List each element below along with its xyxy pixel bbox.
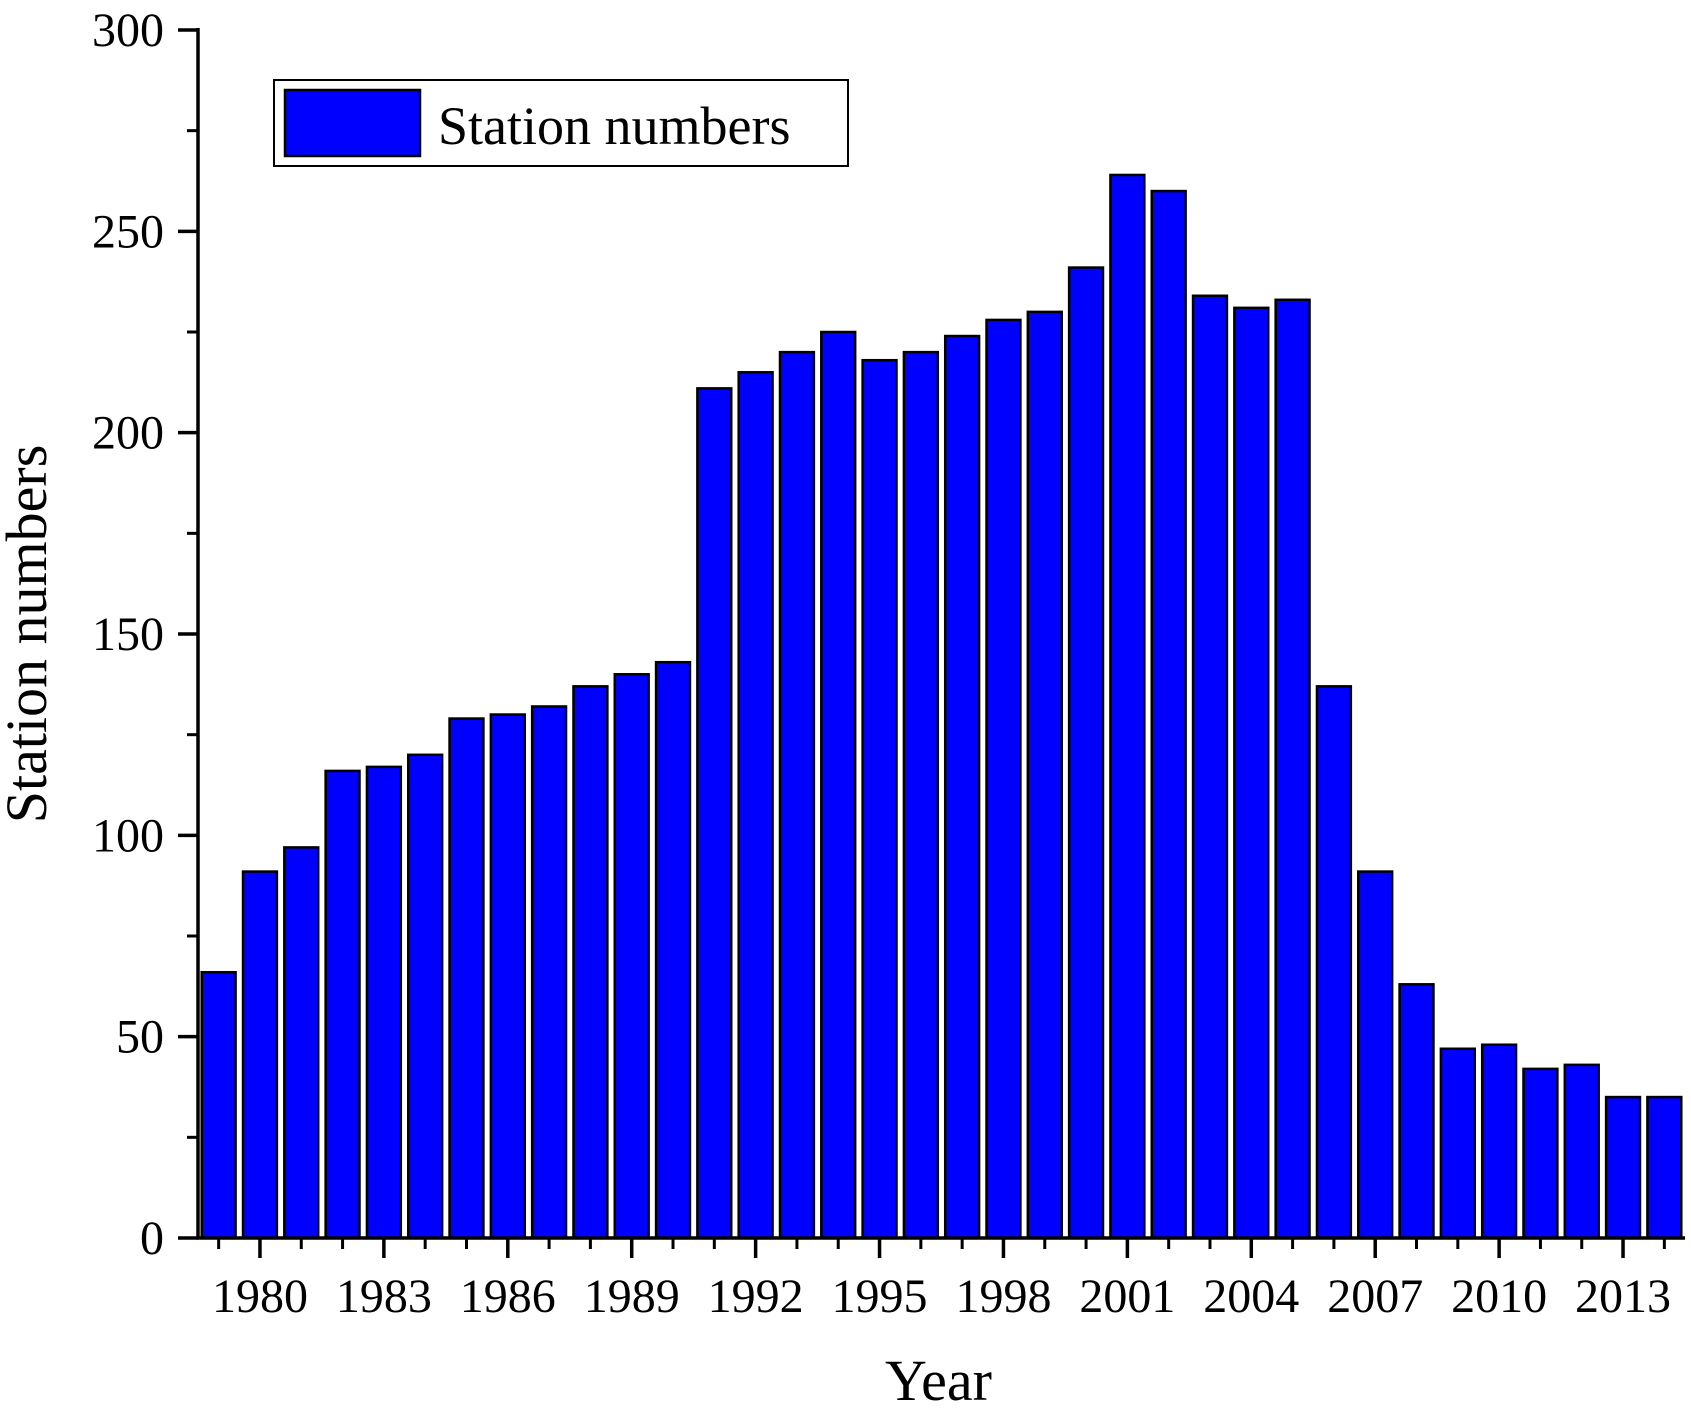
bar-2003 xyxy=(1191,294,1229,1240)
bar-1996 xyxy=(902,350,940,1240)
bar-2012 xyxy=(1563,1063,1600,1240)
bar-2009 xyxy=(1439,1047,1477,1240)
x-tick-label: 2004 xyxy=(1203,1270,1299,1323)
x-tick-label: 1998 xyxy=(955,1270,1051,1323)
x-tick-label: 1995 xyxy=(832,1270,928,1323)
bar-1990 xyxy=(654,660,692,1240)
x-tick-label: 2013 xyxy=(1575,1270,1671,1323)
bar-1988 xyxy=(572,685,609,1240)
bar-1979 xyxy=(200,970,237,1240)
bar-2005 xyxy=(1274,298,1311,1240)
bars-group xyxy=(200,173,1683,1240)
bar-2001 xyxy=(1109,173,1146,1240)
bar-2002 xyxy=(1150,189,1187,1240)
bar-2011 xyxy=(1522,1067,1559,1240)
y-tick-label: 0 xyxy=(140,1212,164,1265)
bar-2006 xyxy=(1315,685,1353,1240)
y-tick-label: 150 xyxy=(92,608,164,661)
x-tick-label: 2010 xyxy=(1451,1270,1547,1323)
x-tick-label: 1989 xyxy=(584,1270,680,1323)
y-tick-label: 50 xyxy=(116,1011,164,1064)
bar-1999 xyxy=(1026,310,1063,1240)
y-tick-label: 200 xyxy=(92,407,164,460)
bar-2004 xyxy=(1233,306,1270,1240)
bar-1993 xyxy=(778,350,816,1240)
x-tick-label: 1992 xyxy=(708,1270,804,1323)
legend-swatch xyxy=(283,88,422,158)
bar-2007 xyxy=(1357,870,1394,1240)
bar-1983 xyxy=(365,765,403,1240)
bar-2010 xyxy=(1480,1043,1518,1240)
bar-1982 xyxy=(324,769,361,1240)
bar-1995 xyxy=(861,358,898,1240)
x-axis-title: Year xyxy=(885,1348,992,1413)
bar-1998 xyxy=(985,318,1022,1240)
x-tick-label: 1983 xyxy=(336,1270,432,1323)
x-tick-label: 2007 xyxy=(1327,1270,1423,1323)
bar-1991 xyxy=(696,387,733,1240)
bar-1989 xyxy=(613,673,650,1240)
bar-2000 xyxy=(1067,266,1105,1240)
ticks-group: 0 50 100 150 200 250 300 1980 1983 1986 1989 1992 19… xyxy=(92,4,1671,1323)
bar-1997 xyxy=(943,334,981,1240)
bar-1994 xyxy=(820,330,857,1240)
y-tick-label: 300 xyxy=(92,4,164,57)
bar-1985 xyxy=(448,717,485,1240)
bar-2013 xyxy=(1604,1095,1642,1240)
legend-label: Station numbers xyxy=(438,96,790,156)
y-tick-label: 250 xyxy=(92,205,164,258)
bar-1980 xyxy=(241,870,279,1240)
legend: Station numbers xyxy=(273,79,849,167)
y-tick-label: 100 xyxy=(92,809,164,862)
bar-2014 xyxy=(1646,1095,1683,1240)
y-axis-title: Station numbers xyxy=(0,445,59,824)
x-tick-label: 1986 xyxy=(460,1270,556,1323)
bar-1987 xyxy=(530,705,568,1240)
bar-1981 xyxy=(283,846,320,1240)
x-tick-label: 1980 xyxy=(212,1270,308,1323)
bar-1992 xyxy=(737,371,774,1240)
bar-2008 xyxy=(1398,983,1435,1240)
bar-1986 xyxy=(489,713,526,1240)
bar-1984 xyxy=(407,753,444,1240)
x-tick-label: 2001 xyxy=(1079,1270,1175,1323)
